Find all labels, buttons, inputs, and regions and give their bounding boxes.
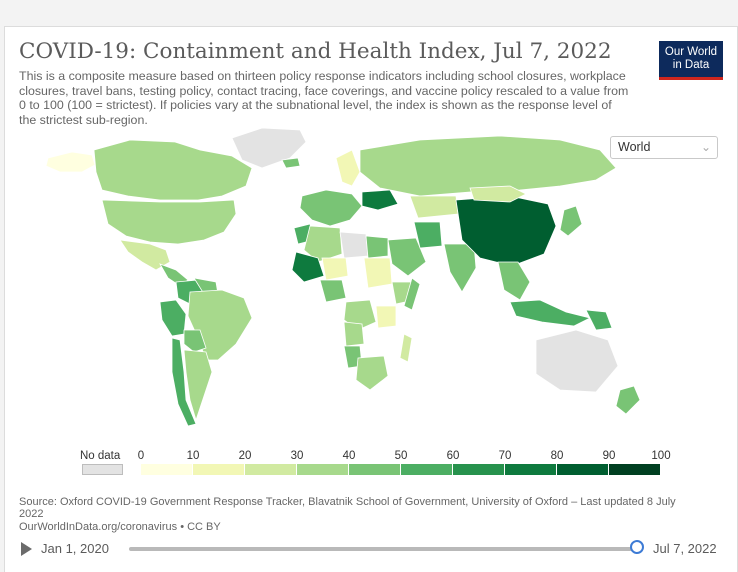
map-region-somalia[interactable]: [403, 277, 421, 311]
map-region-southeast-asia[interactable]: [497, 261, 531, 301]
timeline-track[interactable]: [129, 547, 637, 551]
legend-tick-label: 50: [394, 450, 408, 462]
legend-swatch: [557, 464, 609, 475]
map-region-mongolia[interactable]: [469, 185, 527, 203]
map-region-papua-new-guinea[interactable]: [585, 309, 613, 331]
map-region-kazakhstan[interactable]: [409, 195, 459, 219]
world-map: [45, 127, 641, 427]
map-region-angola[interactable]: [343, 321, 365, 347]
legend-tick-label: 70: [498, 450, 512, 462]
legend-swatch: [297, 464, 349, 475]
map-region-libya[interactable]: [339, 231, 369, 259]
legend-no-data-swatch: [82, 464, 123, 475]
map-region-chile[interactable]: [171, 337, 197, 427]
map-region-japan[interactable]: [559, 205, 583, 237]
map-region-russia[interactable]: [359, 135, 617, 197]
chevron-down-icon: ⌄: [700, 140, 711, 154]
map-region-iran[interactable]: [413, 221, 443, 249]
chart-frame: [4, 26, 738, 572]
legend-swatch: [453, 464, 505, 475]
map-region-canada[interactable]: [93, 139, 253, 201]
map-region-alaska[interactable]: [45, 151, 96, 173]
map-region-sudan[interactable]: [363, 257, 393, 289]
map-region-iceland[interactable]: [281, 157, 301, 169]
map-region-china[interactable]: [455, 195, 557, 267]
map-region-niger[interactable]: [321, 257, 349, 281]
map-region-mali[interactable]: [291, 251, 325, 283]
legend-tick-label: 40: [342, 450, 356, 462]
source-line-1: Source: Oxford COVID-19 Government Respo…: [19, 496, 676, 521]
map-region-ukraine[interactable]: [361, 189, 399, 211]
chart-title: COVID-19: Containment and Health Index, …: [19, 39, 612, 64]
owid-logo[interactable]: Our World in Data: [659, 41, 723, 80]
map-region-india[interactable]: [443, 243, 477, 293]
map-region-argentina[interactable]: [183, 349, 213, 422]
legend-tick-label: 90: [602, 450, 616, 462]
map-region-nigeria[interactable]: [319, 279, 347, 303]
legend-tick-label: 60: [446, 450, 460, 462]
legend-no-data-label: No data: [80, 450, 121, 462]
timeline-handle[interactable]: [630, 540, 644, 554]
map-region-new-zealand[interactable]: [615, 385, 641, 415]
legend-color-scale: [141, 464, 661, 475]
legend-swatch: [141, 464, 193, 475]
region-select[interactable]: World ⌄: [610, 136, 718, 159]
legend-swatch: [245, 464, 297, 475]
legend-tick-label: 10: [186, 450, 200, 462]
timeline-start-label: Jan 1, 2020: [41, 541, 109, 556]
map-region-greenland[interactable]: [231, 127, 307, 169]
map-region-madagascar[interactable]: [399, 333, 413, 363]
map-region-saudi-arabia[interactable]: [387, 237, 427, 277]
map-region-scandinavia[interactable]: [335, 149, 361, 187]
legend-tick-label: 20: [238, 450, 252, 462]
region-select-value: World: [618, 140, 651, 154]
legend-swatch: [505, 464, 557, 475]
map-region-bolivia[interactable]: [183, 329, 207, 353]
legend-swatch: [349, 464, 401, 475]
map-region-south-africa[interactable]: [355, 355, 389, 391]
chart-subtitle: This is a composite measure based on thi…: [19, 69, 629, 127]
legend-tick-label: 30: [290, 450, 304, 462]
source-note: Source: Oxford COVID-19 Government Respo…: [19, 496, 699, 533]
legend-tick-label: 0: [137, 450, 145, 462]
legend-swatch: [401, 464, 453, 475]
map-region-western-europe[interactable]: [299, 189, 363, 227]
play-icon[interactable]: [21, 542, 32, 556]
logo-line-1: Our World: [664, 46, 718, 58]
source-line-2: OurWorldInData.org/coronavirus • CC BY: [19, 520, 221, 533]
map-region-egypt[interactable]: [365, 235, 389, 259]
logo-line-2: in Data: [672, 59, 710, 71]
map-region-united-states[interactable]: [101, 199, 237, 245]
timeline-end-label: Jul 7, 2022: [653, 541, 717, 556]
map-region-tanzania[interactable]: [375, 305, 397, 329]
legend-swatch: [193, 464, 245, 475]
map-region-australia[interactable]: [535, 329, 619, 393]
map-region-indonesia[interactable]: [509, 299, 592, 327]
legend-tick-label: 100: [651, 450, 671, 462]
map-region-peru[interactable]: [159, 299, 187, 337]
legend-swatch: [609, 464, 661, 475]
legend-tick-label: 80: [550, 450, 564, 462]
